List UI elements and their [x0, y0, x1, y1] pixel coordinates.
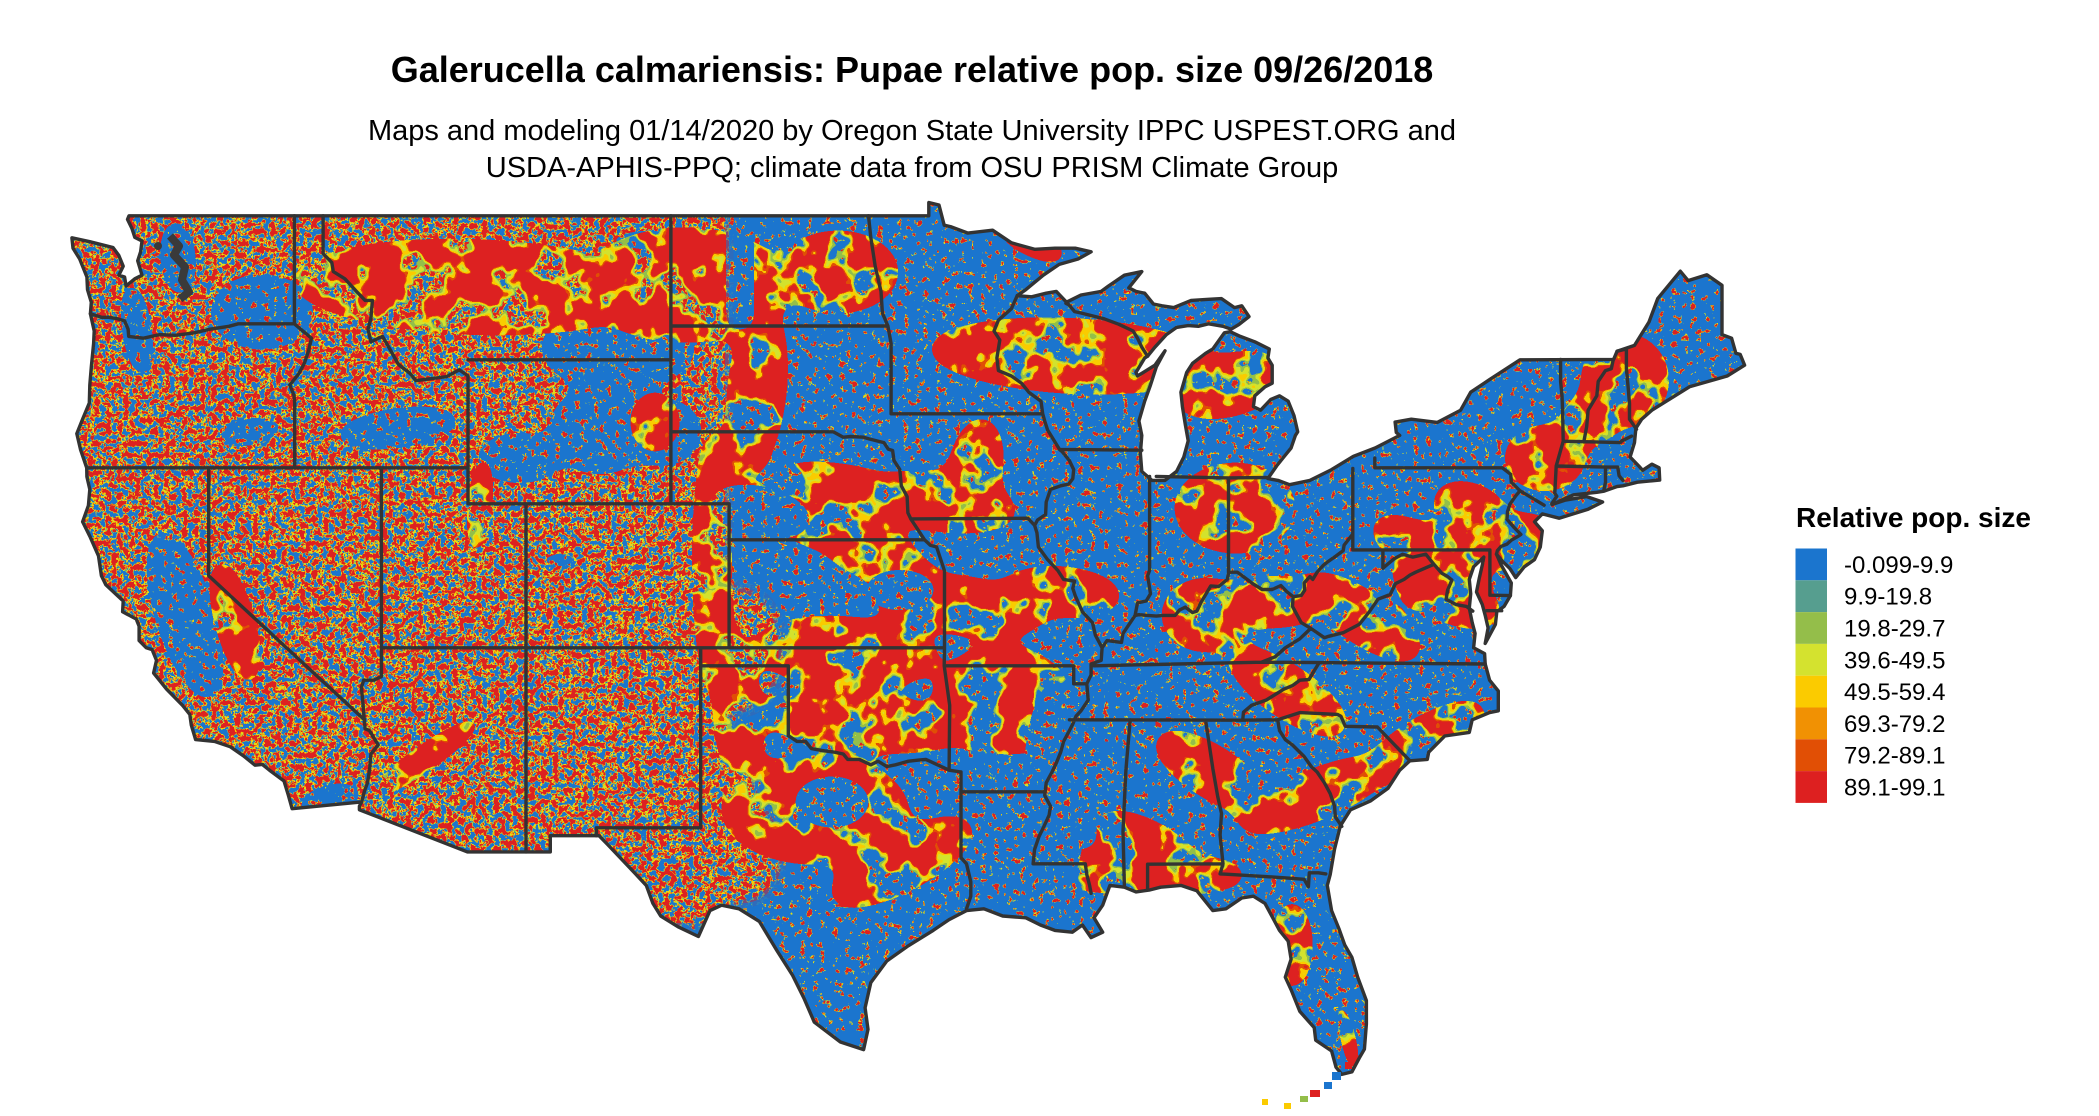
svg-text:49.5-59.4: 49.5-59.4 [1844, 679, 1945, 706]
svg-text:9.9-19.8: 9.9-19.8 [1844, 584, 1932, 611]
svg-text:69.3-79.2: 69.3-79.2 [1844, 711, 1945, 738]
svg-text:Relative pop. size: Relative pop. size [1796, 502, 2031, 533]
svg-text:-0.099-9.9: -0.099-9.9 [1844, 552, 1953, 579]
svg-text:Galerucella calmariensis: Pupa: Galerucella calmariensis: Pupae relative… [391, 49, 1434, 90]
svg-text:89.1-99.1: 89.1-99.1 [1844, 775, 1945, 802]
svg-text:79.2-89.1: 79.2-89.1 [1844, 743, 1945, 770]
svg-text:39.6-49.5: 39.6-49.5 [1844, 647, 1945, 674]
svg-text:Maps and modeling 01/14/2020 b: Maps and modeling 01/14/2020 by Oregon S… [368, 115, 1456, 147]
svg-text:USDA-APHIS-PPQ; climate data f: USDA-APHIS-PPQ; climate data from OSU PR… [486, 152, 1339, 184]
svg-text:19.8-29.7: 19.8-29.7 [1844, 616, 1945, 643]
